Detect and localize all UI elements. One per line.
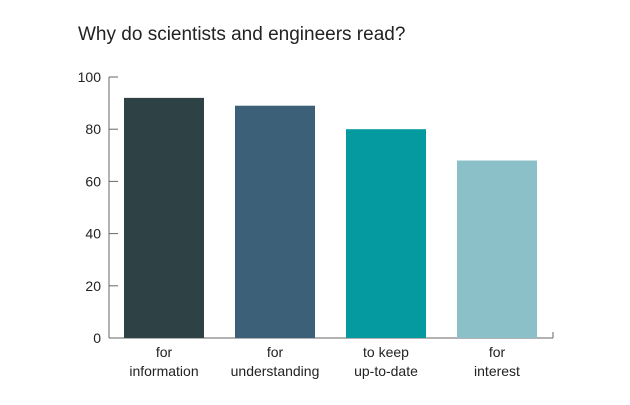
y-tick-label: 60	[85, 173, 101, 189]
x-tick-label: understanding	[231, 363, 320, 379]
bar	[457, 160, 537, 338]
x-tick-label: for	[156, 344, 173, 360]
y-tick-label: 20	[85, 278, 101, 294]
bar	[346, 129, 426, 338]
x-tick-label: for	[267, 344, 284, 360]
x-tick-label: up-to-date	[354, 363, 418, 379]
chart-title: Why do scientists and engineers read?	[78, 24, 406, 45]
x-tick-label: information	[129, 363, 198, 379]
y-tick-label: 100	[78, 69, 102, 85]
y-tick-label: 0	[93, 330, 101, 346]
y-tick-label: 80	[85, 121, 101, 137]
bar	[124, 97, 204, 338]
x-tick-label: for	[489, 344, 506, 360]
x-tick-label: interest	[474, 363, 520, 379]
bar	[235, 105, 315, 339]
x-tick-label: to keep	[363, 344, 409, 360]
y-tick-label: 40	[85, 226, 101, 242]
